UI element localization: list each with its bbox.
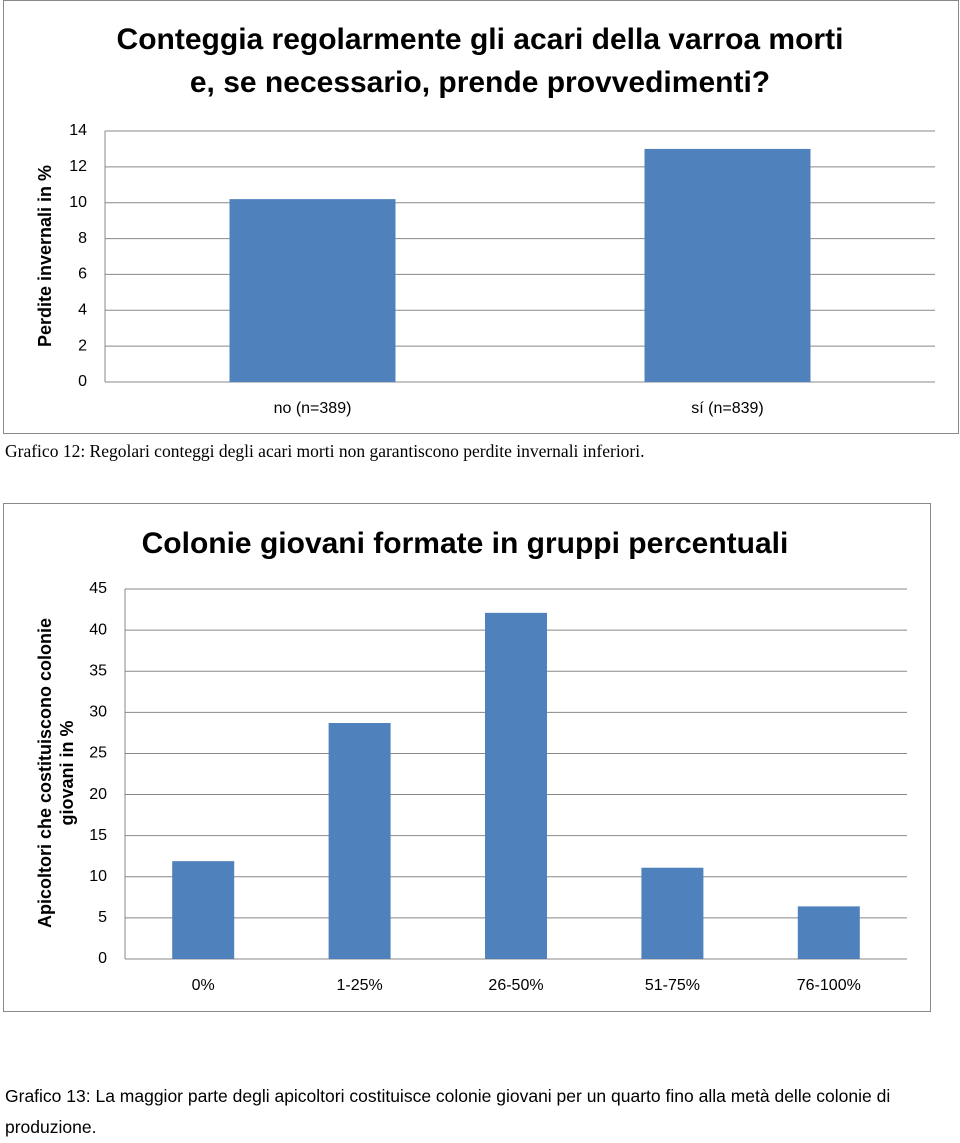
chart-frame — [3, 503, 931, 1012]
y-tick-label: 40 — [89, 621, 107, 638]
bar — [229, 199, 396, 382]
bar — [644, 148, 811, 382]
y-axis-label: Perdite invernali in % — [35, 164, 55, 348]
x-tick-label: 0% — [192, 977, 215, 994]
x-tick-label: 1-25% — [336, 977, 382, 994]
x-tick-label: 76-100% — [797, 977, 861, 994]
y-tick-label: 25 — [89, 745, 107, 762]
y-tick-label: 10 — [89, 868, 107, 885]
x-tick-label: sí (n=839) — [691, 400, 763, 417]
y-tick-label: 8 — [78, 230, 87, 247]
y-tick-label: 15 — [89, 827, 107, 844]
y-tick-label: 20 — [89, 786, 107, 803]
chart-title: Conteggia regolarmente gli acari della v… — [116, 23, 844, 99]
y-tick-label: 35 — [89, 662, 107, 679]
y-tick-label: 5 — [98, 909, 107, 926]
y-tick-label: 45 — [89, 580, 107, 597]
x-tick-label: no (n=389) — [274, 400, 352, 417]
caption: Grafico 12: Regolari conteggi degli acar… — [5, 441, 645, 461]
y-tick-label: 14 — [69, 122, 87, 139]
bar — [485, 612, 547, 959]
y-tick-label: 0 — [98, 950, 107, 967]
x-tick-label: 51-75% — [645, 977, 700, 994]
y-tick-label: 12 — [69, 158, 87, 175]
y-tick-label: 0 — [78, 373, 87, 390]
caption: Grafico 13: La maggior parte degli apico… — [5, 1086, 891, 1137]
y-tick-label: 4 — [78, 302, 87, 319]
y-tick-label: 6 — [78, 266, 87, 283]
x-tick-label: 26-50% — [488, 977, 543, 994]
bar — [797, 906, 860, 959]
chart-frame — [3, 0, 959, 434]
y-tick-label: 2 — [78, 337, 87, 354]
y-tick-label: 30 — [89, 704, 107, 721]
y-axis-label: Apicoltori che costituiscono colonie gio… — [35, 617, 77, 929]
bar — [641, 867, 704, 959]
chart-title: Colonie giovani formate in gruppi percen… — [141, 527, 789, 560]
bar — [172, 861, 235, 959]
bar — [328, 723, 391, 959]
y-tick-label: 10 — [69, 194, 87, 211]
